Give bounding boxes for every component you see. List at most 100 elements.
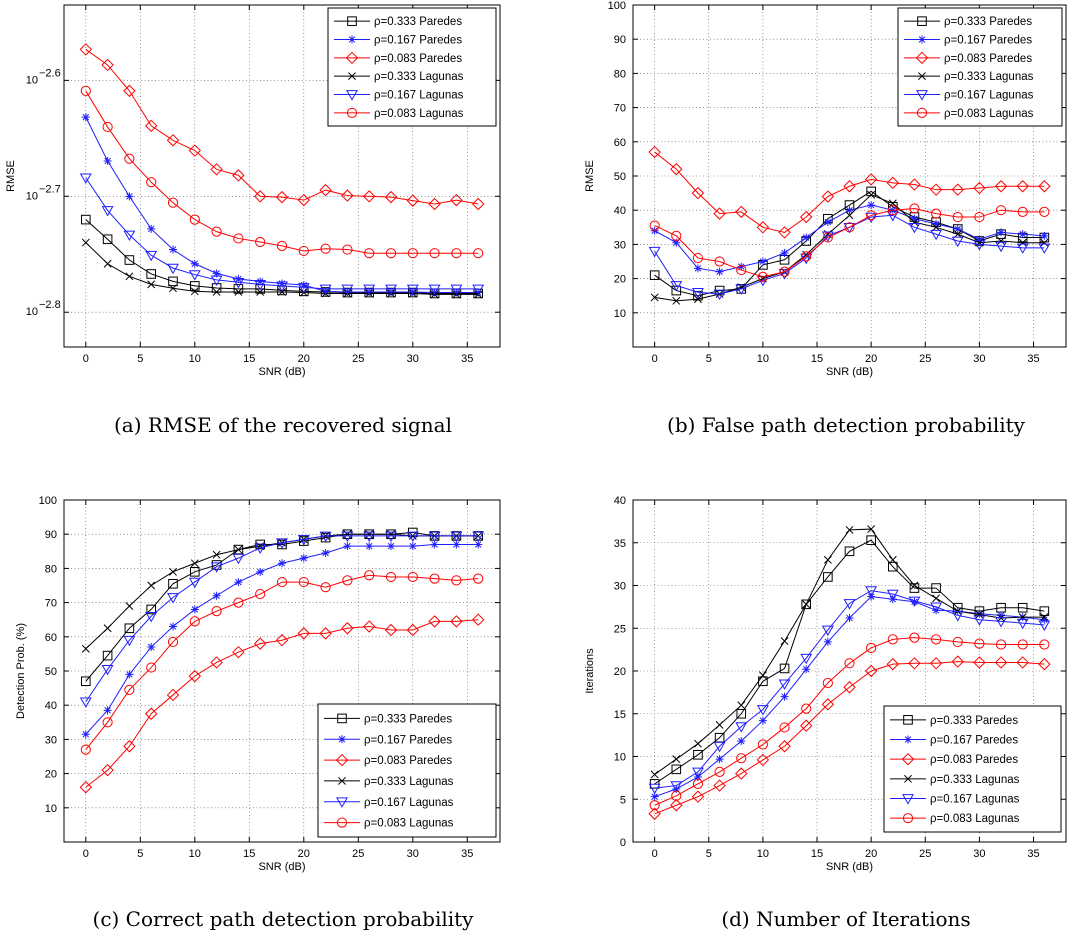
data-point — [1016, 180, 1029, 193]
data-point — [102, 650, 113, 661]
data-point — [428, 197, 441, 211]
data-point — [276, 240, 288, 252]
x-tick-label: 30 — [407, 353, 419, 365]
y-tick-label: 80 — [614, 68, 626, 80]
data-point — [888, 555, 897, 564]
data-point — [1039, 639, 1050, 650]
data-point — [146, 604, 156, 615]
data-point — [81, 730, 90, 739]
legend-marker — [916, 90, 928, 101]
series-5 — [648, 211, 1051, 301]
data-point — [843, 599, 856, 610]
data-point — [886, 589, 899, 601]
series-line — [85, 619, 479, 788]
data-point — [450, 193, 463, 207]
data-point — [713, 289, 726, 301]
data-point — [713, 741, 726, 753]
legend-label: ρ=0.083 Paredes — [374, 53, 462, 65]
data-point — [190, 281, 200, 291]
data-point — [975, 610, 984, 619]
data-point — [343, 542, 352, 551]
x-tick-label: 25 — [919, 848, 931, 860]
x-tick-label: 5 — [706, 848, 712, 860]
data-point — [758, 671, 767, 680]
data-point — [821, 625, 834, 637]
data-point — [908, 222, 921, 234]
data-point — [650, 792, 659, 801]
data-point — [189, 616, 200, 627]
data-point — [736, 753, 747, 764]
legend-marker — [916, 107, 928, 118]
data-point — [167, 197, 179, 208]
x-tick-label: 25 — [352, 353, 364, 365]
data-point — [276, 538, 288, 549]
data-point — [780, 637, 789, 646]
x-tick-label: 35 — [1027, 353, 1039, 365]
x-axis-label: SNR (dB) — [258, 366, 305, 378]
data-point — [146, 177, 157, 188]
data-point — [1038, 180, 1051, 193]
series-5 — [79, 173, 485, 296]
data-point — [799, 719, 813, 732]
data-point — [650, 293, 659, 302]
data-point — [735, 767, 748, 780]
data-point — [778, 269, 791, 280]
data-point — [736, 264, 747, 276]
data-point — [147, 581, 156, 590]
data-point — [387, 287, 395, 296]
data-point — [845, 613, 854, 622]
data-point — [931, 634, 942, 645]
data-point — [736, 708, 747, 719]
data-point — [865, 212, 878, 224]
data-point — [672, 755, 681, 764]
y-tick-label: 100 — [39, 495, 57, 507]
data-point — [102, 121, 113, 133]
data-point — [188, 270, 201, 281]
data-point — [429, 248, 440, 259]
x-tick-label: 25 — [919, 353, 931, 365]
data-point — [471, 613, 485, 626]
y-tick-label: 40 — [614, 495, 626, 507]
data-point — [80, 744, 91, 755]
data-point — [103, 157, 112, 166]
data-point — [167, 263, 179, 275]
legend-label: ρ=0.083 Lagunas — [364, 818, 454, 830]
legend-label: ρ=0.333 Lagunas — [944, 71, 1034, 83]
data-point — [867, 190, 876, 199]
series-line — [85, 535, 479, 703]
data-point — [103, 624, 112, 633]
series-6 — [649, 203, 1050, 282]
y-tick-label: 20 — [614, 666, 626, 678]
data-point — [341, 531, 354, 543]
data-point — [973, 656, 986, 669]
data-point — [1016, 243, 1029, 254]
x-tick-label: 10 — [189, 353, 201, 365]
data-point — [341, 284, 354, 296]
y-tick-label: 10 — [26, 74, 38, 86]
y-axis-label: RMSE — [584, 160, 596, 192]
data-point — [866, 210, 877, 221]
data-point — [910, 597, 919, 606]
data-point — [81, 113, 90, 122]
data-point — [931, 208, 942, 219]
data-point — [974, 638, 985, 649]
data-point — [125, 670, 134, 679]
x-tick-label: 15 — [811, 848, 823, 860]
data-point — [995, 617, 1008, 628]
y-tick-exponent: −2.7 — [39, 183, 61, 195]
legend-marker — [346, 107, 358, 118]
data-point — [210, 656, 223, 669]
data-point — [124, 623, 135, 634]
data-point — [670, 281, 683, 292]
series-line — [654, 637, 1045, 806]
data-point — [212, 287, 221, 296]
legend-marker — [918, 72, 926, 81]
x-tick-label: 5 — [706, 353, 712, 365]
data-point — [232, 169, 245, 182]
data-point — [909, 632, 920, 643]
data-point — [144, 119, 158, 133]
legend-marker — [348, 72, 356, 81]
data-point — [79, 697, 92, 708]
data-point — [649, 270, 660, 280]
x-tick-label: 25 — [352, 848, 364, 860]
